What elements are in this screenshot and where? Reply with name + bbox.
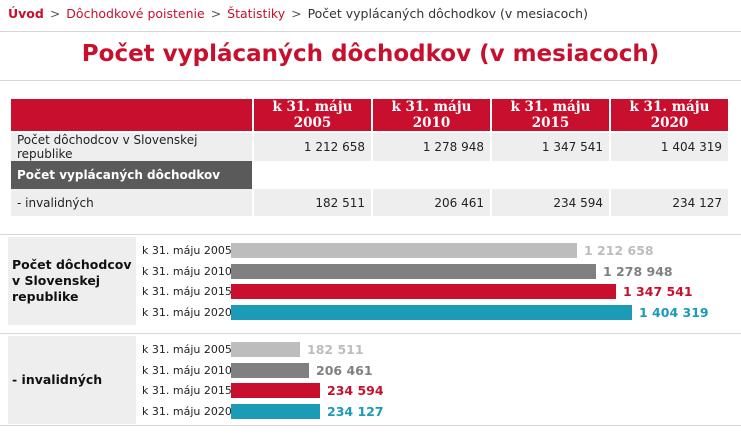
cell-value: 1 347 541 [492, 133, 609, 161]
cell-value: 1 404 319 [611, 133, 728, 161]
bar [231, 342, 300, 357]
bar-value-label: 1 212 658 [584, 243, 654, 258]
category-label: k 31. máju 2005 [142, 343, 232, 356]
statistics-table: k 31. máju 2005 k 31. máju 2010 k 31. má… [9, 99, 730, 216]
cell-value: 182 511 [254, 189, 371, 216]
cell-value: 206 461 [373, 189, 490, 216]
cell-value: 234 127 [611, 189, 728, 216]
section-label: Počet vyplácaných dôchodkov [11, 161, 252, 189]
table-row: - invalidných 182 511 206 461 234 594 23… [11, 189, 728, 216]
breadcrumb-separator: > [210, 6, 222, 21]
category-label: k 31. máju 2015 [142, 384, 232, 397]
table-header-row: k 31. máju 2005 k 31. máju 2010 k 31. má… [11, 99, 728, 133]
page-title: Počet vyplácaných dôchodkov (v mesiacoch… [81, 41, 660, 67]
row-label: - invalidných [11, 189, 252, 216]
breadcrumb-statistics-link[interactable]: Štatistiky [227, 6, 286, 21]
bar-value-label: 1 278 948 [603, 263, 673, 279]
breadcrumb-separator: > [49, 6, 61, 21]
category-label: k 31. máju 2010 [142, 264, 232, 278]
header-2005: k 31. máju 2005 [254, 99, 371, 133]
bar [231, 304, 632, 320]
breadcrumb-current: Počet vyplácaných dôchodkov (v mesiacoch… [307, 6, 588, 21]
title-bar: Počet vyplácaných dôchodkov (v mesiacoch… [0, 34, 741, 81]
breadcrumb: Úvod > Dôchodkové poistenie > Štatistiky… [8, 6, 588, 21]
breadcrumb-separator: > [291, 6, 302, 21]
header-blank-cell [11, 99, 252, 133]
chart-group-divider [0, 333, 741, 334]
header-2020: k 31. máju 2020 [611, 99, 728, 133]
bar-value-label: 234 127 [327, 403, 384, 419]
bar [231, 243, 577, 258]
bar-value-label: 1 404 319 [639, 304, 709, 320]
row-label: Počet dôchodcov v Slovenskej republike [11, 133, 252, 161]
cell-value: 234 594 [492, 189, 609, 216]
divider [0, 31, 741, 32]
cell-value: 1 278 948 [373, 133, 490, 161]
header-2015: k 31. máju 2015 [492, 99, 609, 133]
section-row: Počet vyplácaných dôchodkov [11, 161, 728, 189]
chart-group-label: Počet dôchodcov v Slovenskej republike [8, 237, 136, 325]
bar-value-label: 1 347 541 [623, 284, 693, 299]
category-label: k 31. máju 2020 [142, 305, 232, 319]
breadcrumb-pension-insurance-link[interactable]: Dôchodkové poistenie [66, 6, 205, 21]
category-label: k 31. máju 2015 [142, 285, 232, 298]
chart-group-divider [0, 234, 741, 235]
chart-group-divider [0, 425, 741, 426]
bar [231, 403, 320, 419]
category-label: k 31. máju 2010 [142, 363, 232, 377]
bar [231, 263, 596, 279]
header-2010: k 31. máju 2010 [373, 99, 490, 133]
bar-value-label: 206 461 [316, 362, 373, 378]
category-label: k 31. máju 2005 [142, 244, 232, 257]
bar [231, 362, 309, 378]
bar-value-label: 182 511 [307, 342, 364, 357]
cell-value: 1 212 658 [254, 133, 371, 161]
table-row: Počet dôchodcov v Slovenskej republike 1… [11, 133, 728, 161]
bar-value-label: 234 594 [327, 383, 384, 398]
breadcrumb-home-link[interactable]: Úvod [8, 6, 44, 21]
chart-group-label: - invalidných [8, 336, 136, 424]
bar [231, 383, 320, 398]
category-label: k 31. máju 2020 [142, 404, 232, 418]
bar [231, 284, 616, 299]
